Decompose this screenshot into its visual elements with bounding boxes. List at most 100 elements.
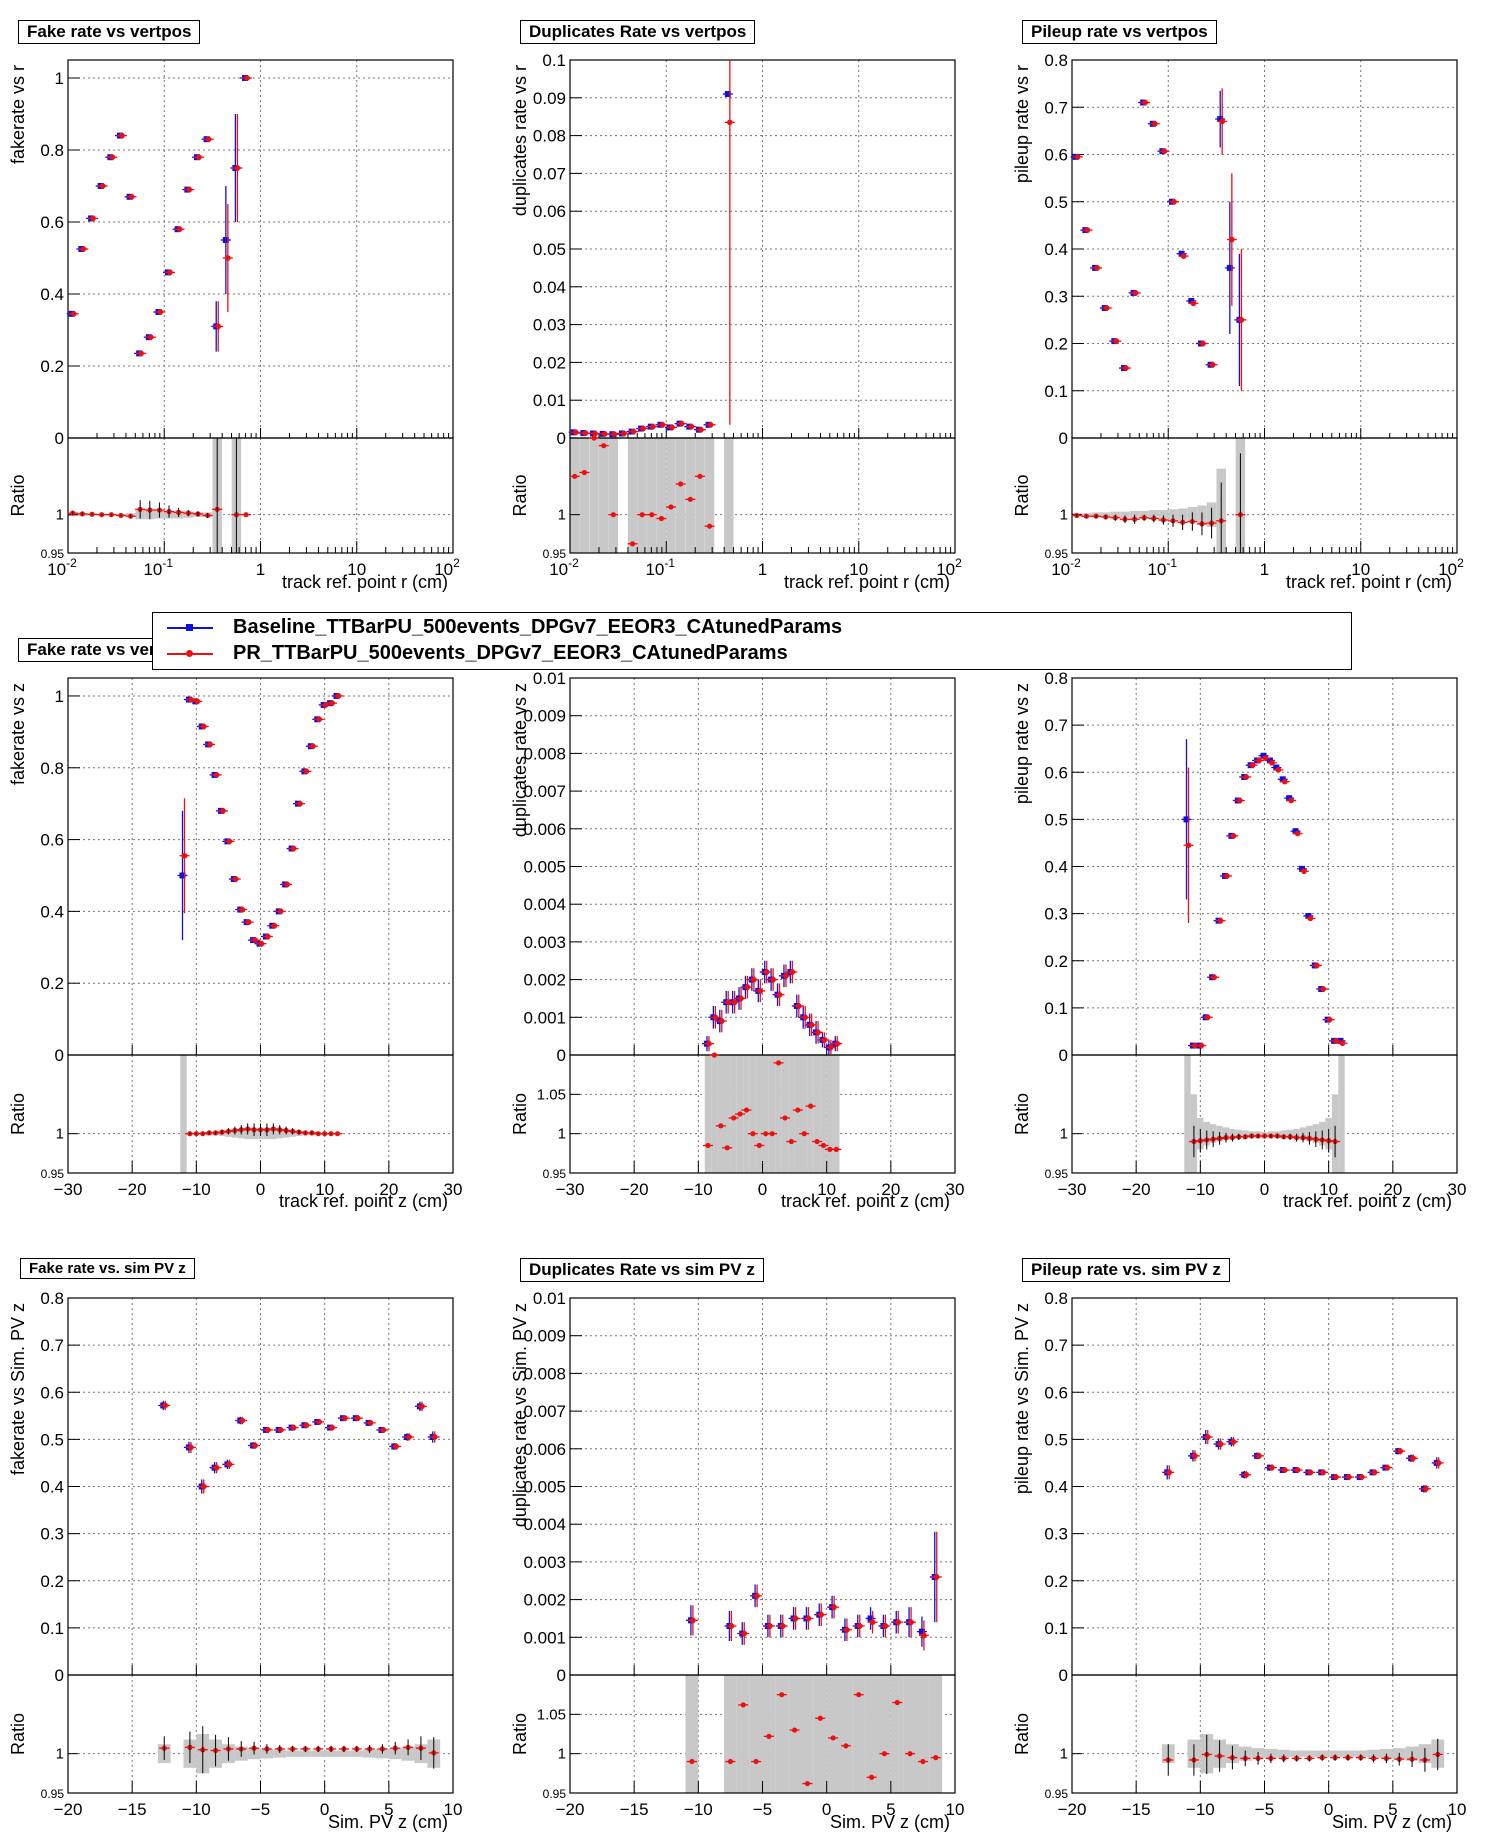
data-point-pr [1410, 1455, 1416, 1462]
x-tick-label: 10-1 [143, 556, 173, 579]
y-tick-label: 0.01 [533, 1289, 566, 1308]
y-tick-label: 0.4 [40, 285, 64, 304]
ratio-band-bin [1328, 1750, 1342, 1757]
x-tick-label: −5 [1255, 1800, 1274, 1819]
y-tick-label: 0.4 [40, 1478, 64, 1497]
y-tick-label: 0.03 [533, 316, 566, 335]
ratio-errors-pu_z [1193, 1125, 1336, 1158]
data-point-pr [1307, 915, 1314, 922]
ratio-band-bin [762, 1055, 769, 1173]
series-baseline-fake_z [177, 692, 342, 947]
y-tick-label-zero: 0 [55, 1666, 64, 1685]
ratio-band-bin [775, 1675, 789, 1793]
data-point-pr [157, 309, 164, 315]
data-point-pr [707, 421, 714, 428]
y-tick-label: 0.5 [1044, 1430, 1068, 1449]
y-tick-label: 0.009 [523, 707, 566, 726]
ratio-axis-label: Ratio [8, 1093, 28, 1135]
x-tick-label: −10 [684, 1800, 713, 1819]
data-point-pr [688, 423, 695, 430]
y-tick-label: 0.4 [1044, 1478, 1068, 1497]
ratio-point [572, 473, 578, 479]
data-point-pr [109, 154, 116, 160]
data-point-pr [789, 969, 796, 975]
grid-fake_z [67, 678, 454, 1174]
y-tick-label: 0.005 [523, 1478, 566, 1497]
y-tick-label: 1 [55, 687, 64, 706]
data-point-pr [297, 800, 303, 807]
y-tick-label: 0.3 [40, 1525, 64, 1544]
ratio-band-dup_pv [685, 1675, 943, 1793]
ratio-band-bin [813, 1055, 821, 1173]
x-tick-label: 10-1 [645, 556, 675, 579]
data-point-pr [1204, 1014, 1211, 1021]
ratio-point [795, 1107, 801, 1113]
data-point-pr [1320, 986, 1327, 992]
x-tick-label: 0 [320, 1800, 329, 1819]
data-point-pr [431, 1434, 438, 1440]
ratio-band-bin [833, 1055, 840, 1173]
ratio-points-fake_pv [159, 1744, 439, 1756]
ratio-y-tick-label: 0.95 [543, 1787, 567, 1801]
data-point-baseline [1217, 116, 1224, 123]
data-point-pr [213, 772, 220, 778]
data-point-pr [271, 922, 278, 929]
data-point-pr [1326, 1016, 1333, 1023]
data-point-pr [856, 1623, 863, 1629]
panel-dup_pv: 0.001 0.002 0.003 0.004 0.005 0.006 0.007 0.008… [510, 1289, 964, 1832]
x-tick-label: −20 [54, 1800, 83, 1819]
data-point-pr [1346, 1474, 1352, 1480]
data-point-pr [1113, 338, 1120, 344]
y-tick-label: 0.1 [1044, 999, 1068, 1018]
data-point-pr [1238, 317, 1245, 323]
data-point-pr [1384, 1464, 1391, 1471]
data-point-baseline [1183, 816, 1190, 823]
ratio-point [649, 512, 655, 518]
ratio-points-dup_r [569, 435, 715, 547]
panel-pu_r: 0.1 0.2 0.3 0.4 0.5 0.6 0.7 0.8 0 0.95 1 10-2 10-1 1 1… [1012, 51, 1464, 592]
data-point-pr [200, 1483, 207, 1490]
panel-pu_pv: 0.1 0.2 0.3 0.4 0.5 0.6 0.7 0.8 0 0.95 1 −20 −15 −10 −… [1012, 1289, 1466, 1832]
data-point-pr [727, 119, 733, 126]
data-point-pr [176, 226, 183, 232]
data-point-pr [367, 1420, 374, 1426]
data-point-pr [1294, 1467, 1301, 1473]
data-point-pr [1132, 290, 1139, 296]
grid-dup_r [569, 59, 956, 554]
data-point-pr [1074, 154, 1081, 160]
x-tick-label: 0 [1260, 1180, 1269, 1199]
ratio-y-tick-label: 1.05 [537, 1706, 566, 1723]
y-tick-label: 0.6 [40, 831, 64, 850]
title-pu-r: Pileup rate vs vertpos [1022, 20, 1217, 44]
ratio-point [788, 1138, 794, 1145]
data-point-pr [802, 1014, 809, 1021]
y-tick-label: 0.8 [1044, 1289, 1068, 1308]
ratio-y-tick-label: 0.95 [543, 547, 567, 561]
ratio-point [711, 1052, 717, 1058]
series-pr-fake_r [68, 75, 253, 357]
data-point-pr [767, 1623, 773, 1629]
ratio-point [706, 523, 713, 529]
ratio-band-bin [768, 1055, 776, 1173]
y-tick-label: 0.6 [1044, 763, 1068, 782]
x-tick-label: −15 [1122, 1800, 1151, 1819]
data-point-pr [1185, 842, 1192, 849]
y-tick-label-zero: 0 [1059, 1046, 1068, 1065]
ratio-band-bin [286, 1750, 299, 1757]
data-point-pr [1243, 1471, 1250, 1478]
ratio-y-tick-label: 1 [56, 1126, 64, 1143]
y-tick-label: 0.1 [1044, 1619, 1068, 1638]
data-point-pr [630, 428, 637, 435]
data-point-baseline [1226, 264, 1233, 271]
ratio-y-tick-label: 0.95 [1045, 547, 1069, 561]
data-point-pr [611, 431, 618, 438]
ratio-band-bin [180, 1055, 187, 1173]
data-point-baseline [918, 1628, 925, 1635]
x-tick-label: 20 [379, 1180, 398, 1199]
ratio-band-bin [704, 1055, 712, 1173]
data-point-pr [1217, 1441, 1224, 1447]
x-tick-label: −30 [54, 1180, 83, 1199]
ratio-band-bin [627, 438, 638, 553]
ratio-band-bin [675, 438, 686, 553]
y-tick-label: 0.1 [1044, 382, 1068, 401]
